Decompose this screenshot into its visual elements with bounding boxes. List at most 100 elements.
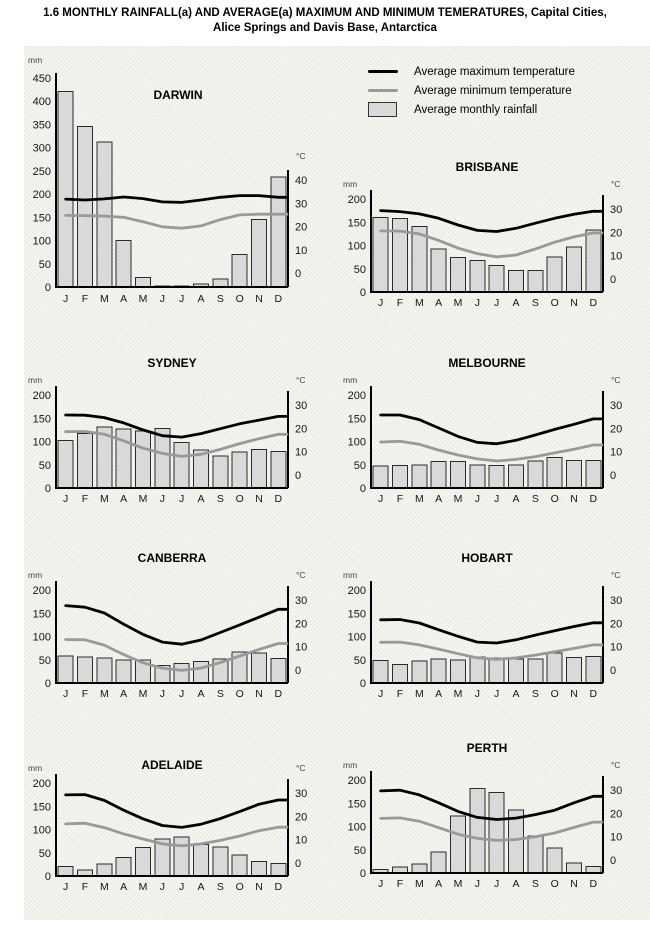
mm-tick-label: 100 — [33, 236, 51, 248]
axes — [370, 386, 604, 489]
month-label: J — [63, 293, 68, 305]
celsius-tick-label: 30 — [295, 595, 307, 607]
celsius-tick-label: 10 — [610, 832, 622, 844]
rainfall-bar — [96, 657, 113, 684]
month-label: A — [435, 688, 442, 700]
rainfall-bar — [527, 460, 544, 489]
celsius-tick-label: 20 — [295, 222, 307, 234]
month-label: J — [475, 878, 480, 890]
month-label: J — [179, 493, 184, 505]
rainfall-bars — [57, 426, 287, 489]
mm-tick-label: 200 — [33, 390, 51, 402]
max-temp-line — [64, 413, 289, 439]
celsius-tick-label: 10 — [295, 835, 307, 847]
mm-tick-label: 50 — [354, 845, 366, 857]
month-label: D — [590, 878, 598, 890]
celsius-tick-label: 30 — [295, 198, 307, 210]
month-label: F — [397, 878, 403, 890]
month-label: J — [63, 688, 68, 700]
mm-tick-label: 50 — [39, 848, 51, 860]
max-temp-line — [379, 209, 604, 233]
celsius-tick-label: 0 — [610, 855, 616, 867]
mm-tick-label: 50 — [39, 259, 51, 271]
month-label: F — [397, 688, 403, 700]
celsius-tick-label: 0 — [610, 665, 616, 677]
month-label: S — [217, 881, 224, 893]
mm-tick-label: 150 — [348, 217, 366, 229]
month-label: D — [275, 881, 283, 893]
main-title-line1: 1.6 MONTHLY RAINFALL(a) AND AVERAGE(a) M… — [43, 7, 607, 19]
month-label: O — [236, 881, 244, 893]
month-label: M — [100, 493, 109, 505]
month-label: O — [551, 878, 559, 890]
max-temp-line — [64, 793, 289, 829]
main-title: 1.6 MONTHLY RAINFALL(a) AND AVERAGE(a) M… — [0, 6, 650, 36]
celsius-tick-label: 10 — [295, 447, 307, 459]
min-temp-line — [379, 439, 604, 463]
month-label: J — [179, 688, 184, 700]
rainfall-bars — [57, 836, 287, 877]
chart-title: PERTH — [467, 741, 508, 755]
rainfall-bar — [508, 464, 524, 489]
black-line-icon — [368, 70, 398, 73]
rainfall-bar — [411, 863, 428, 874]
gray-box-icon — [368, 102, 397, 117]
mm-tick-label: 0 — [360, 287, 366, 299]
month-label: M — [139, 493, 148, 505]
rainfall-bar — [372, 660, 389, 684]
mm-tick-label: 0 — [45, 483, 51, 495]
rainfall-bar — [411, 464, 428, 489]
mm-tick-label: 150 — [33, 413, 51, 425]
month-label: F — [82, 293, 88, 305]
rainfall-bars — [57, 91, 287, 288]
rainfall-bar — [546, 652, 563, 684]
month-label: D — [590, 493, 598, 505]
celsius-tick-label: 40 — [295, 175, 307, 187]
month-label: A — [120, 293, 127, 305]
month-label: N — [255, 881, 263, 893]
month-label: O — [236, 688, 244, 700]
rainfall-bar — [450, 257, 466, 293]
chart-title: BRISBANE — [456, 160, 519, 174]
chart-title: MELBOURNE — [448, 356, 525, 370]
rainfall-bar — [173, 663, 190, 684]
month-label: A — [435, 297, 442, 309]
rainfall-bar — [488, 265, 505, 293]
rainfall-bar — [77, 126, 93, 288]
chart-title: ADELAIDE — [141, 758, 202, 772]
legend-item-max-temp: Average maximum temperature — [368, 62, 575, 81]
celsius-tick-label: 20 — [610, 808, 622, 820]
month-label: J — [494, 688, 499, 700]
rainfall-bar — [212, 278, 229, 288]
month-label: J — [179, 881, 184, 893]
month-label: D — [275, 293, 283, 305]
axes — [55, 581, 289, 684]
rainfall-bar — [251, 219, 267, 288]
mm-unit-label: mm — [343, 179, 357, 189]
celsius-unit-label: °C — [611, 760, 621, 770]
max-temp-line — [64, 604, 289, 646]
mm-tick-label: 0 — [45, 678, 51, 690]
rainfall-bar — [585, 460, 602, 489]
rainfall-bar — [488, 657, 505, 684]
min-temp-line — [64, 821, 289, 848]
rainfall-bar — [57, 866, 74, 877]
month-label: N — [255, 493, 263, 505]
month-label: M — [454, 297, 463, 309]
legend-label-max: Average maximum temperature — [414, 65, 575, 78]
mm-tick-label: 200 — [348, 390, 366, 402]
mm-tick-label: 200 — [348, 194, 366, 206]
rainfall-bar — [96, 863, 113, 877]
rainfall-bar — [469, 464, 486, 489]
month-label: D — [590, 688, 598, 700]
celsius-tick-label: 20 — [295, 423, 307, 435]
mm-tick-label: 0 — [360, 483, 366, 495]
rainfall-bar — [77, 656, 93, 684]
month-label: S — [217, 293, 224, 305]
celsius-unit-label: °C — [296, 570, 306, 580]
